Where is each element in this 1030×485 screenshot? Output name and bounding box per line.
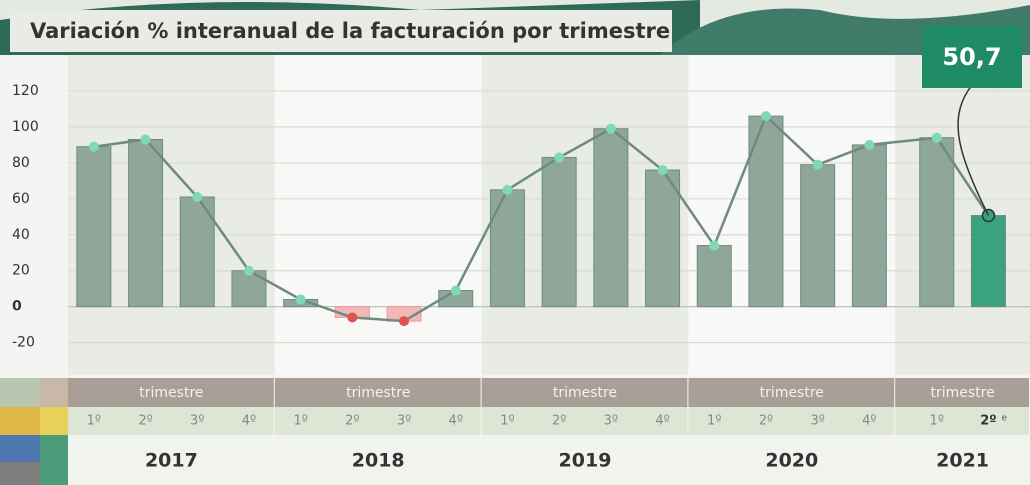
x-tick-label: 2º	[759, 414, 773, 429]
estimate-note: e	[1001, 414, 1007, 424]
x-tick-label: 4º	[655, 414, 669, 429]
point	[295, 294, 306, 305]
point	[812, 159, 823, 170]
x-tick-label: 1º	[707, 414, 721, 429]
y-tick-label: 60	[12, 191, 30, 207]
quarter-band	[274, 407, 481, 435]
x-tick-label: 2º	[138, 414, 152, 429]
bar	[489, 189, 525, 308]
point	[502, 184, 513, 195]
sublabel-band	[68, 378, 274, 407]
group-sublabel: trimestre	[346, 385, 410, 401]
x-tick-label: 3º	[397, 414, 411, 429]
point	[399, 316, 410, 327]
y-tick-label: 20	[12, 263, 30, 279]
side-block	[0, 407, 40, 435]
side-block	[40, 407, 68, 435]
year-band	[895, 435, 1029, 485]
x-tick-label: 3º	[604, 414, 618, 429]
callout-label: 50,7	[942, 43, 1001, 71]
point	[450, 285, 461, 296]
x-tick-label: 4º	[449, 414, 463, 429]
group-sublabel: trimestre	[553, 385, 617, 401]
group-label: 2017	[145, 450, 198, 472]
bar	[645, 169, 681, 308]
group-label: 2021	[936, 450, 989, 472]
bar	[851, 144, 887, 308]
point	[931, 132, 942, 143]
point	[605, 123, 616, 134]
bar	[128, 138, 164, 308]
line	[93, 113, 990, 323]
quarter-band	[481, 407, 688, 435]
group-band	[274, 55, 482, 375]
side-block	[40, 435, 68, 485]
quarter-band	[895, 407, 1029, 435]
chart-title: Variación % interanual de la facturación…	[30, 19, 670, 43]
group-sublabel: trimestre	[139, 385, 203, 401]
y-tick-label: 80	[12, 155, 30, 171]
group-sublabel: trimestre	[930, 385, 994, 401]
group-label: 2018	[352, 450, 405, 472]
sublabel-band	[688, 378, 895, 407]
bar	[970, 215, 1006, 308]
point	[243, 265, 254, 276]
title-box	[10, 10, 672, 52]
x-tick-label: 1º	[500, 414, 514, 429]
point	[760, 111, 771, 122]
x-tick-label: 1º	[87, 414, 101, 429]
side-block	[40, 378, 68, 407]
x-tick-label: 2º	[980, 414, 996, 429]
point	[864, 139, 875, 150]
x-tick-label: 4º	[242, 414, 256, 429]
y-tick-label: -20	[12, 335, 35, 351]
year-band	[688, 435, 895, 485]
x-tick-label: 2º	[552, 414, 566, 429]
sublabel-band	[274, 378, 481, 407]
bar	[696, 245, 732, 308]
sublabel-band	[481, 378, 688, 407]
y-tick-label: 120	[12, 83, 39, 99]
bar	[541, 156, 577, 308]
x-tick-label: 1º	[930, 414, 944, 429]
x-tick-label: 4º	[862, 414, 876, 429]
side-block	[0, 462, 40, 485]
y-tick-label: 40	[12, 227, 30, 243]
side-block	[0, 378, 40, 407]
quarter-band	[688, 407, 895, 435]
side-block	[0, 435, 40, 462]
bar	[593, 128, 629, 308]
year-band	[481, 435, 688, 485]
y-tick-label: 0	[12, 299, 22, 315]
year-band	[68, 435, 274, 485]
x-tick-label: 3º	[810, 414, 824, 429]
point	[554, 152, 565, 163]
y-tick-label: 100	[12, 119, 39, 135]
point	[709, 240, 720, 251]
point	[347, 312, 358, 323]
bar	[800, 164, 836, 308]
point	[88, 141, 99, 152]
group-sublabel: trimestre	[760, 385, 824, 401]
x-tick-label: 2º	[345, 414, 359, 429]
bar	[76, 146, 112, 308]
group-label: 2019	[559, 450, 612, 472]
point	[192, 192, 203, 203]
callout-box	[922, 26, 1022, 88]
group-band	[895, 55, 1030, 375]
quarter-band	[68, 407, 274, 435]
point	[657, 165, 668, 176]
bar	[748, 115, 784, 308]
bar	[919, 137, 955, 308]
x-tick-label: 3º	[190, 414, 204, 429]
sublabel-band	[895, 378, 1029, 407]
x-tick-label: 1º	[293, 414, 307, 429]
point	[140, 134, 151, 145]
year-band	[274, 435, 481, 485]
group-label: 2020	[765, 450, 818, 472]
